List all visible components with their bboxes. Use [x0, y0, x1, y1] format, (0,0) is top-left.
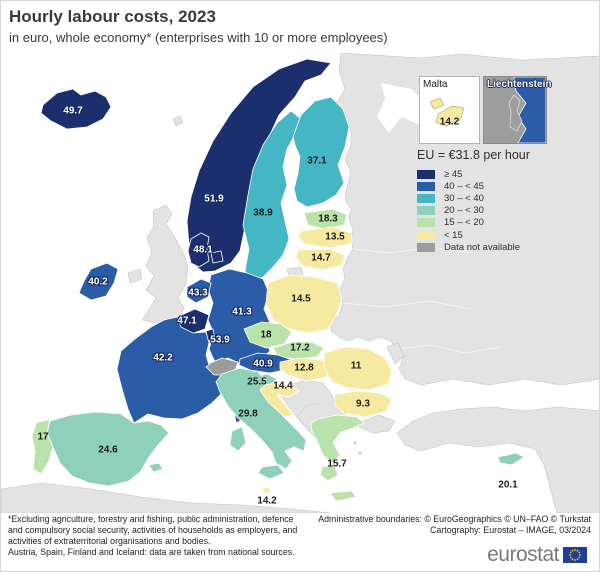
legend-row-3: 20 – < 30 — [417, 205, 577, 217]
legend-row-1: 40 – < 45 — [417, 180, 577, 192]
eu-flag-stars — [569, 549, 581, 561]
legend-swatch-5 — [417, 230, 435, 240]
country-finland — [292, 96, 350, 208]
page-subtitle: in euro, whole economy* (enterprises wit… — [9, 30, 388, 45]
legend-swatch-2 — [417, 193, 435, 203]
legend-row-2: 30 – < 40 — [417, 192, 577, 204]
land-kaliningrad — [286, 266, 304, 277]
foot-left-line-3: Austria, Spain, Finland and Iceland: dat… — [8, 547, 295, 557]
legend-label-5: < 15 — [444, 229, 463, 241]
inset-malta: Malta 14.2 — [419, 76, 480, 144]
country-sicily — [257, 464, 285, 480]
foot-right-line-0: Administrative boundaries: © EuroGeograp… — [318, 514, 591, 524]
legend-label-0: ≥ 45 — [444, 168, 463, 180]
balkan-border-1 — [296, 402, 320, 418]
legend-swatch-0 — [417, 169, 435, 179]
legend-swatch-4 — [417, 218, 435, 228]
figure-header: Hourly labour costs, 2023 in euro, whole… — [9, 7, 388, 46]
footnote-right: Administrative boundaries: © EuroGeograp… — [291, 514, 591, 536]
legend-label-6: Data not available — [444, 241, 521, 253]
map-legend: EU = €31.8 per hour ≥ 45 40 – < 45 30 – < … — [417, 148, 577, 253]
legend-swatch-6 — [417, 242, 435, 252]
liechtenstein-neighbor-austria — [513, 77, 546, 143]
country-spain — [46, 411, 170, 487]
country-hungary — [279, 357, 335, 382]
eu-average-text: EU = €31.8 per hour — [417, 148, 530, 162]
footnote-left: *Excluding agriculture, forestry and fis… — [8, 514, 338, 558]
land-turkey — [396, 406, 599, 513]
country-lithuania — [295, 248, 346, 271]
country-crete — [329, 490, 357, 502]
border-line-2 — [342, 300, 472, 310]
inset-liechtenstein: Liechtenstein — [483, 76, 551, 144]
land-north-africa — [1, 482, 332, 513]
legend-row-6: Data not available — [417, 241, 577, 253]
land-shetland — [172, 115, 184, 127]
country-norway — [186, 58, 332, 273]
land-northern-ireland — [127, 268, 143, 284]
country-cyprus — [497, 452, 525, 466]
liechtenstein-shape — [508, 94, 523, 132]
country-netherlands — [186, 278, 212, 304]
country-portugal — [31, 418, 54, 475]
country-poland — [265, 274, 343, 334]
inset-malta-title: Malta — [423, 79, 448, 90]
foot-right-line-1: Cartography: Eurostat – IMAGE, 03/2024 — [430, 525, 591, 535]
legend-label-4: 15 – < 20 — [444, 217, 484, 229]
legend-row-4: 15 – < 20 — [417, 217, 577, 229]
country-sardinia — [229, 426, 247, 452]
country-latvia — [297, 226, 353, 249]
country-greece — [310, 414, 365, 464]
malta-island-gozo — [429, 97, 445, 110]
country-bulgaria — [333, 390, 393, 418]
country-peloponnese — [319, 464, 339, 482]
country-iceland — [40, 88, 112, 130]
country-aegean-island-2 — [357, 450, 363, 456]
legend-swatch-3 — [417, 206, 435, 216]
country-denmark-islands — [210, 250, 224, 264]
border-line-1 — [352, 246, 472, 254]
country-germany — [207, 268, 271, 366]
land-moldova — [386, 342, 405, 365]
legend-row-0: ≥ 45 — [417, 168, 577, 180]
legend-rows: ≥ 45 40 – < 45 30 – < 40 20 – < 30 15 – < 20… — [417, 168, 577, 253]
eu-flag-icon — [563, 547, 587, 563]
eurostat-logo-text: eurostat — [487, 543, 559, 566]
country-malta — [261, 486, 272, 495]
inset-liechtenstein-title: Liechtenstein — [487, 79, 552, 90]
legend-label-2: 30 – < 40 — [444, 192, 484, 204]
country-balearics — [148, 462, 164, 473]
country-aegean-island-1 — [352, 440, 358, 446]
country-italy — [215, 367, 307, 470]
land-uk — [141, 204, 189, 325]
foot-left-line-0: *Excluding agriculture, forestry and fis… — [8, 514, 294, 524]
eurostat-logo: eurostat — [487, 543, 587, 567]
country-estonia — [303, 208, 348, 230]
legend-swatch-1 — [417, 181, 435, 191]
country-czechia — [243, 321, 293, 349]
country-romania — [323, 346, 393, 391]
white-sea — [377, 83, 429, 133]
land-turkey-european — [358, 414, 396, 434]
country-france — [116, 316, 224, 424]
inset-liechtenstein-svg — [508, 77, 546, 143]
page-title: Hourly labour costs, 2023 — [9, 7, 216, 26]
border-line-3 — [398, 344, 502, 354]
foot-left-line-1: and compulsory social security, activiti… — [8, 525, 298, 535]
malta-island-main — [435, 105, 465, 127]
inset-malta-svg — [429, 97, 465, 127]
country-denmark — [187, 232, 210, 268]
inset-malta-value: 14.2 — [439, 116, 460, 128]
legend-label-3: 20 – < 30 — [444, 205, 484, 217]
legend-row-5: < 15 — [417, 229, 577, 241]
legend-label-1: 40 – < 45 — [444, 180, 484, 192]
foot-left-line-2: activities of extraterritorial organisat… — [8, 536, 211, 546]
country-ireland — [78, 262, 119, 301]
